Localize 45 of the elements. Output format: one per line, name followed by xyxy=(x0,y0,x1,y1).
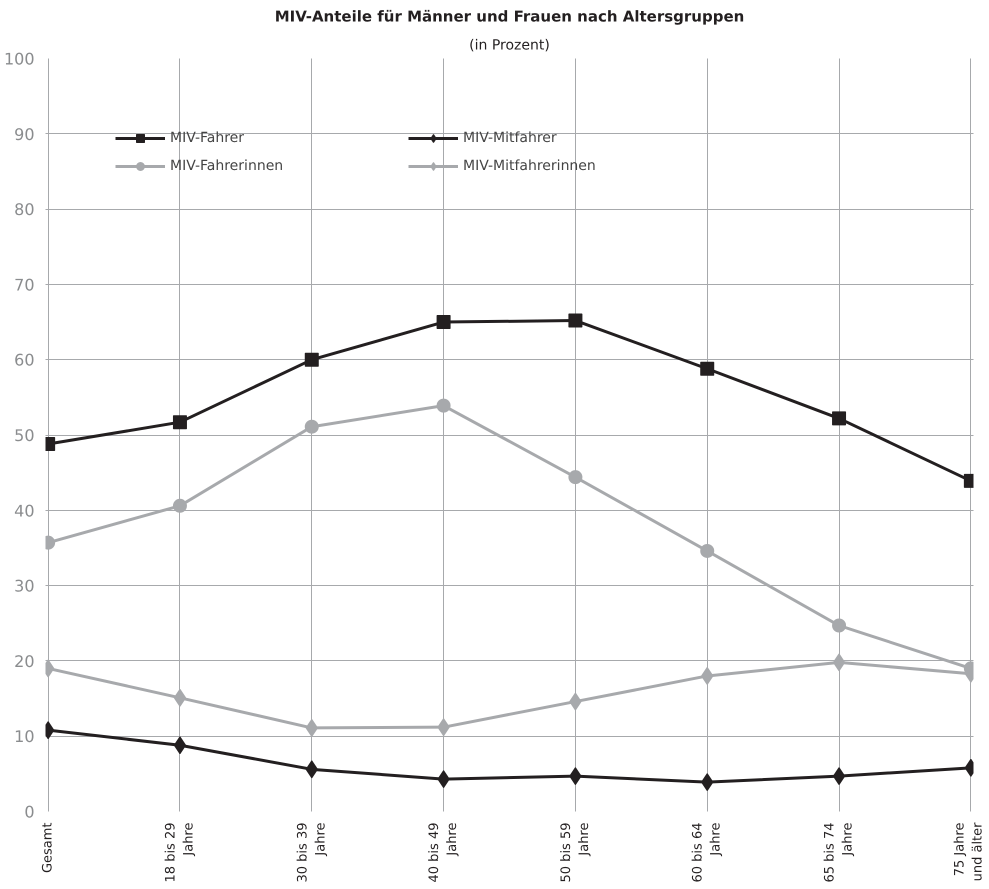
y-tick-label: 50 xyxy=(14,426,34,445)
x-tick-label: 60 bis 64 Jahre xyxy=(690,822,724,882)
y-tick-label: 20 xyxy=(14,652,34,671)
point xyxy=(304,352,319,367)
x-tick-label: 40 bis 49 Jahre xyxy=(427,822,460,882)
point xyxy=(568,314,582,328)
y-tick-label: 0 xyxy=(24,802,35,822)
point xyxy=(172,498,187,513)
point xyxy=(437,718,450,736)
point xyxy=(437,770,450,788)
point xyxy=(700,544,714,558)
point xyxy=(436,398,451,413)
x-tick-label: 18 bis 29 Jahre xyxy=(163,822,196,882)
legend-label: MIV-Mitfahrerinnen xyxy=(463,158,597,174)
point xyxy=(436,315,451,330)
point xyxy=(832,411,846,426)
y-tick-label: 40 xyxy=(14,501,34,520)
point xyxy=(832,618,846,632)
legend-label: MIV-Fahrer xyxy=(170,130,246,146)
y-tick-label: 60 xyxy=(14,350,34,370)
point xyxy=(832,767,846,786)
y-tick-label: 100 xyxy=(4,50,35,68)
chart-title: MIV-Anteile für Männer und Frauen nach Altersgruppen xyxy=(274,8,744,26)
y-tick-label: 30 xyxy=(14,576,34,596)
y-tick-label: 10 xyxy=(14,727,34,746)
chart-subtitle: (in Prozent) xyxy=(469,38,550,54)
x-tick-label: 65 bis 74 Jahre xyxy=(822,822,856,882)
y-tick-label: 90 xyxy=(14,124,34,144)
x-tick-label: 75 Jahre und älter xyxy=(952,822,986,882)
point xyxy=(172,415,187,430)
legend-label: MIV-Mitfahrer xyxy=(463,130,558,146)
point xyxy=(569,692,582,711)
x-tick-label: 30 bis 39 Jahre xyxy=(295,822,328,882)
point xyxy=(569,767,582,786)
point xyxy=(832,653,846,672)
point xyxy=(568,470,582,484)
point xyxy=(304,420,319,434)
point xyxy=(700,362,714,376)
point xyxy=(174,688,186,707)
x-tick-label: Gesamt xyxy=(40,822,56,874)
point xyxy=(174,736,186,754)
y-tick-label: 70 xyxy=(14,275,34,294)
y-tick-label: 80 xyxy=(14,200,34,220)
legend-label: MIV-Fahrerinnen xyxy=(170,158,284,174)
x-tick-label: 50 bis 59 Jahre xyxy=(558,822,592,882)
